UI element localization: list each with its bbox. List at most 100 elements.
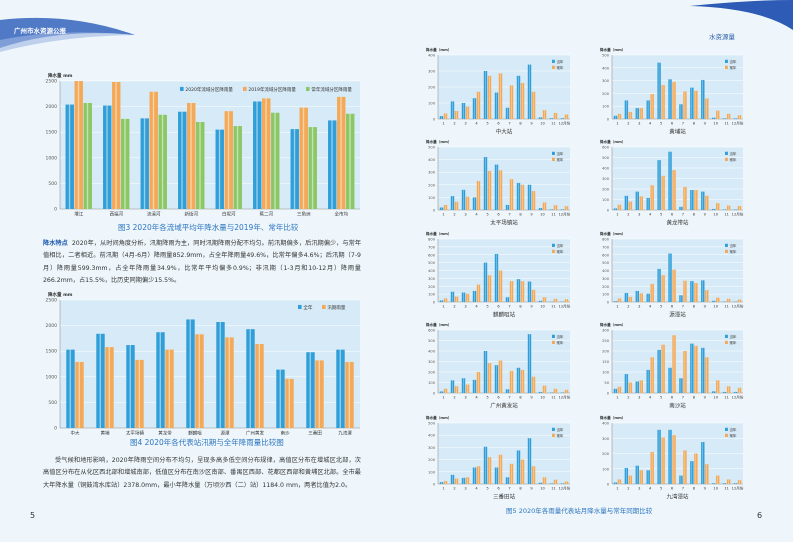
legend-swatch: [552, 334, 555, 338]
y-axis-label: 降水量（mm）: [600, 139, 625, 144]
y-tick-label: 150: [602, 360, 610, 364]
y-tick-label: 300: [428, 360, 436, 364]
x-tick-label: 7: [682, 213, 684, 217]
x-tick-label: 8: [693, 213, 696, 217]
bar-highlight: [662, 175, 664, 210]
bar-highlight: [500, 170, 501, 210]
bar-highlight: [288, 378, 290, 428]
bar-highlight: [615, 115, 616, 119]
x-tick-label: 11: [724, 396, 729, 400]
bar-highlight: [651, 451, 653, 484]
x-tick-label: 3: [464, 305, 466, 309]
y-tick-label: 600: [428, 329, 436, 333]
bar-highlight: [463, 292, 464, 302]
x-tick-label: 3: [464, 396, 466, 400]
x-tick-label: 4: [649, 305, 652, 309]
x-tick-label: 黄埔: [101, 430, 110, 437]
paragraph-text: 2020年，从时间角度分析，汛期降雨为主，同时汛期降雨分配不均匀。前汛期偏多，后…: [43, 240, 362, 284]
y-tick-label: 300: [428, 171, 436, 175]
bar-highlight: [680, 206, 682, 210]
x-tick-label: 2: [453, 305, 455, 309]
bar-highlight: [636, 465, 638, 484]
bar-highlight: [478, 372, 479, 393]
x-tick-label: 1: [616, 213, 618, 217]
bar-highlight: [735, 483, 736, 484]
bar-highlight: [500, 270, 501, 302]
y-tick-label: 800: [602, 238, 610, 242]
bar-highlight: [181, 111, 183, 209]
y-tick-label: 100: [428, 196, 436, 200]
bar-highlight: [129, 345, 131, 428]
legend-label: 当年: [729, 59, 737, 64]
x-tick-label: 7: [682, 487, 684, 491]
bar-highlight: [651, 185, 653, 210]
bar-highlight: [249, 329, 251, 428]
x-tick-label: 10: [713, 213, 718, 217]
x-tick-label: 2: [453, 213, 455, 217]
bar-highlight: [500, 360, 501, 393]
y-tick-label: 100: [602, 467, 610, 471]
legend-label: 当年: [729, 243, 737, 248]
x-tick-label: 12月份: [732, 304, 744, 309]
bar-highlight: [728, 298, 729, 302]
legend-swatch: [552, 59, 555, 63]
legend-label: 当年: [556, 427, 564, 432]
x-tick-label: 11: [551, 305, 556, 309]
bar-highlight: [293, 129, 296, 209]
y-axis-label: 降水量 mm: [48, 72, 73, 79]
y-tick-label: 0: [433, 118, 436, 122]
bar-highlight: [706, 195, 707, 210]
x-tick-label: 4: [475, 487, 478, 491]
legend-swatch: [322, 304, 326, 309]
y-tick-label: 1500: [46, 130, 58, 136]
bar-highlight: [706, 98, 707, 119]
y-tick-label: 2000: [46, 323, 58, 329]
x-tick-label: 1: [616, 122, 618, 126]
x-tick-label: 12月份: [732, 395, 744, 400]
bar-highlight: [168, 349, 170, 428]
y-tick-label: 300: [602, 437, 610, 441]
x-tick-label: 3: [638, 122, 640, 126]
paragraph-spatial-distribution: 受气候和地形影响，2020年降雨空间分布不均匀，呈现多高多低空间分布规律，高值区…: [43, 457, 361, 489]
x-tick-label: 7: [508, 213, 510, 217]
x-tick-label: 7: [508, 487, 510, 491]
paragraph-precipitation-features: 降水特点 2020年，从时间角度分析，汛期降雨为主，同时汛期降雨分配不均匀。前汛…: [43, 238, 361, 287]
x-tick-label: 12月份: [732, 486, 744, 491]
bar-highlight: [279, 369, 281, 428]
bar-highlight: [566, 389, 567, 393]
bar-highlight: [540, 391, 541, 393]
bar-highlight: [77, 81, 80, 209]
bar-highlight: [198, 334, 200, 428]
bar-highlight: [615, 208, 616, 210]
bar-highlight: [739, 115, 740, 119]
bar-highlight: [463, 103, 464, 119]
bar-highlight: [651, 94, 653, 119]
bar-highlight: [511, 370, 512, 393]
bar-highlight: [445, 388, 446, 393]
x-tick-label: 7: [508, 305, 510, 309]
bar-highlight: [522, 369, 523, 393]
bar-highlight: [669, 253, 671, 302]
bar-highlight: [522, 184, 523, 210]
x-tick-label: 1: [442, 305, 444, 309]
x-tick-label: 8: [519, 396, 522, 400]
bar-highlight: [467, 384, 468, 393]
y-tick-label: 200: [428, 371, 436, 375]
bar-highlight: [478, 91, 479, 119]
bar-highlight: [706, 464, 707, 484]
bar-highlight: [680, 104, 682, 119]
bar-highlight: [684, 186, 686, 210]
legend-swatch: [725, 249, 728, 253]
bar-highlight: [619, 479, 620, 484]
bar-highlight: [669, 79, 671, 119]
legend-label: 常年流域分区降雨量: [311, 86, 352, 93]
bar-highlight: [485, 262, 486, 302]
x-tick-label: 10: [713, 122, 718, 126]
bar-highlight: [629, 201, 631, 210]
legend-swatch: [725, 59, 728, 63]
y-tick-label: 300: [602, 79, 610, 83]
bar-highlight: [669, 367, 671, 393]
bar-highlight: [108, 347, 110, 428]
bar-highlight: [311, 127, 314, 209]
bar-highlight: [728, 113, 729, 119]
